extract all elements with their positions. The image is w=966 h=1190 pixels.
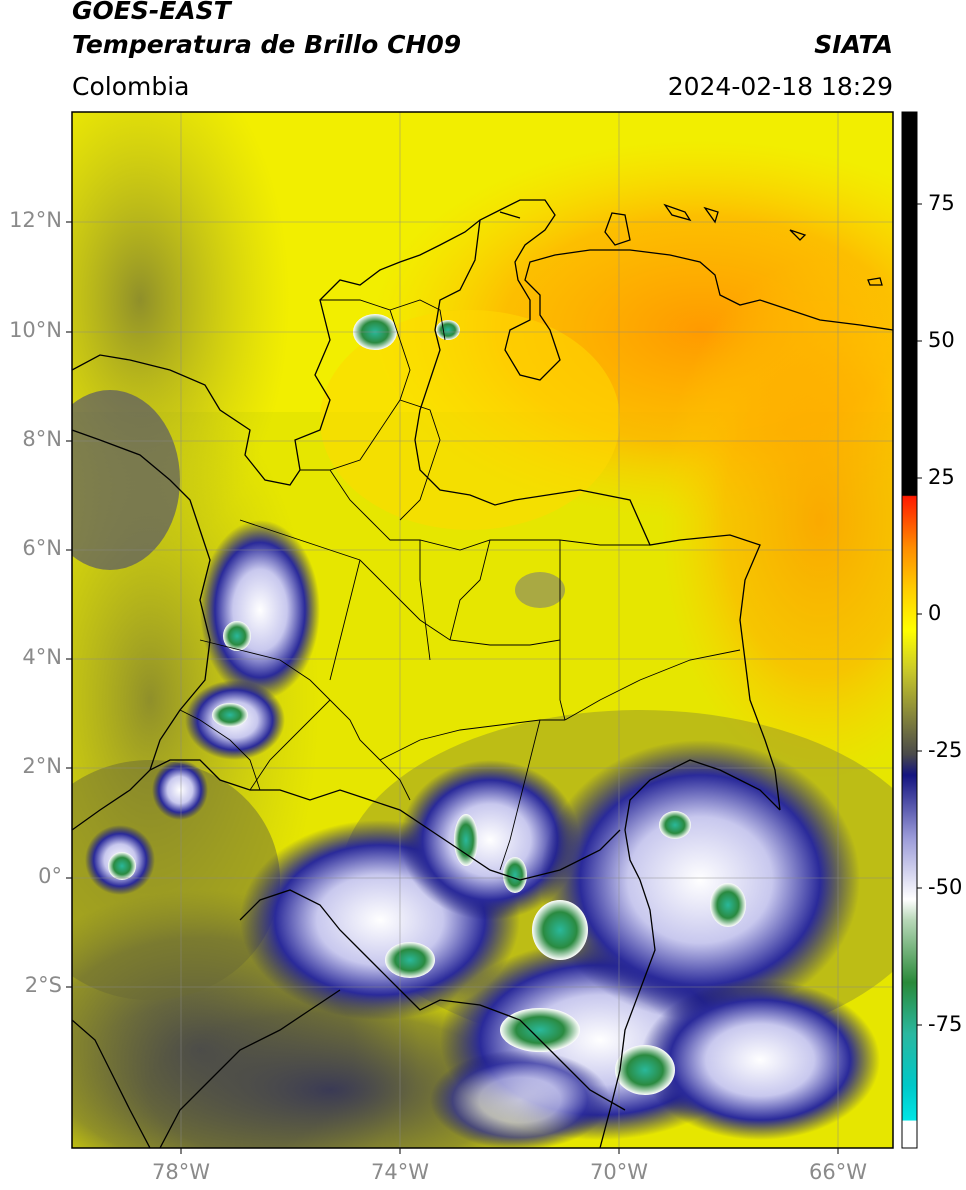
colorbar-label-neg75: -75 xyxy=(928,1012,963,1036)
lat-label-2s: 2°S xyxy=(24,973,62,997)
map-ticks xyxy=(66,221,839,1154)
lat-label-6n: 6°N xyxy=(22,536,62,560)
title-satellite: GOES-EAST xyxy=(72,0,231,25)
brand-label: SIATA xyxy=(814,30,893,59)
colorbar-label-25: 25 xyxy=(928,465,955,489)
department-borders xyxy=(179,299,741,871)
satellite-image xyxy=(72,112,893,1148)
colorbar-ticks xyxy=(917,203,922,1026)
lat-label-2n: 2°N xyxy=(22,754,62,778)
colorbar-label-0: 0 xyxy=(928,601,942,625)
region-label: Colombia xyxy=(72,72,190,101)
lon-label-66w: 66°W xyxy=(809,1160,867,1184)
colorbar xyxy=(901,111,918,1149)
lat-label-12n: 12°N xyxy=(9,208,62,232)
lat-label-4n: 4°N xyxy=(22,645,62,669)
map-frame xyxy=(71,111,894,1149)
colorbar-label-neg50: -50 xyxy=(928,875,963,899)
lon-label-78w: 78°W xyxy=(152,1160,210,1184)
lon-label-74w: 74°W xyxy=(371,1160,429,1184)
lat-label-10n: 10°N xyxy=(9,318,62,342)
title-product: Temperatura de Brillo CH09 xyxy=(72,30,462,59)
lat-label-8n: 8°N xyxy=(22,427,62,451)
datetime-label: 2024-02-18 18:29 xyxy=(667,72,893,101)
colorbar-label-50: 50 xyxy=(928,328,955,352)
colorbar-label-neg25: -25 xyxy=(928,738,963,762)
gridlines xyxy=(72,112,893,1148)
colorbar-label-75: 75 xyxy=(928,191,955,215)
lon-label-70w: 70°W xyxy=(590,1160,648,1184)
lat-label-0: 0° xyxy=(38,864,62,888)
